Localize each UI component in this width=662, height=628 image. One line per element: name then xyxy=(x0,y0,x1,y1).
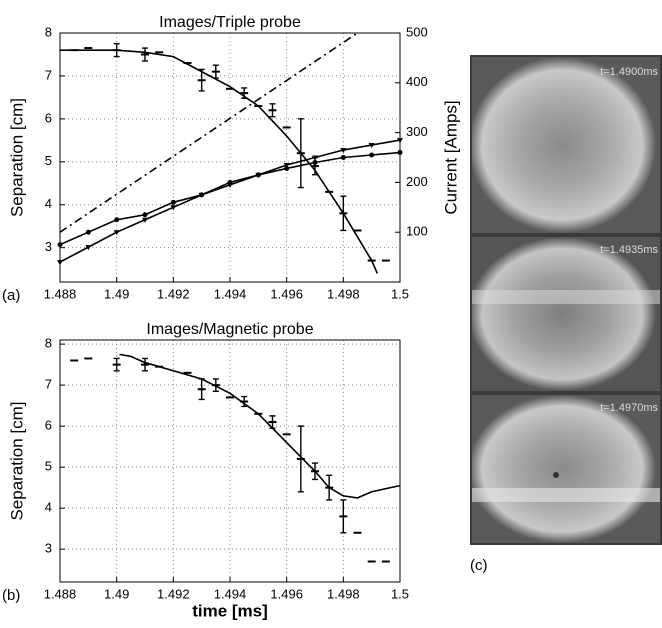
plot-frame xyxy=(59,339,401,583)
x-tick-label: 1.492 xyxy=(157,286,190,301)
y-tick-label: 4 xyxy=(45,196,52,211)
y-tick-label: 7 xyxy=(45,67,52,82)
panel-label: (c) xyxy=(470,557,488,574)
y-axis-label: Separation [cm] xyxy=(7,98,26,217)
chart-title: Images/Magnetic probe xyxy=(146,321,313,338)
data-point xyxy=(397,138,403,144)
y-tick-label: 3 xyxy=(45,239,52,254)
x-tick-label: 1.488 xyxy=(44,586,77,601)
y-tick-label: 4 xyxy=(45,500,52,515)
x-tick-label: 1.498 xyxy=(327,586,360,601)
image-label: t=1.4900ms xyxy=(600,66,658,78)
data-point xyxy=(255,172,262,178)
data-point xyxy=(227,182,233,188)
x-tick-label: 1.496 xyxy=(270,586,303,601)
y2-tick-label: 100 xyxy=(406,224,428,239)
x-axis-label: time [ms] xyxy=(192,601,268,620)
x-tick-label: 1.488 xyxy=(44,286,77,301)
image-band xyxy=(472,290,660,304)
error-bar xyxy=(269,103,276,118)
x-tick-label: 1.5 xyxy=(391,586,409,601)
y2-axis-label: Current [Amps] xyxy=(441,100,460,214)
x-tick-label: 1.49 xyxy=(104,586,129,601)
y-tick-label: 7 xyxy=(45,377,52,392)
image xyxy=(472,395,660,543)
image-label: t=1.4970ms xyxy=(600,402,658,414)
error-bar xyxy=(142,357,148,372)
data-point xyxy=(283,162,290,168)
data-point xyxy=(198,192,205,198)
y2-tick-label: 200 xyxy=(406,174,428,189)
y-tick-label: 8 xyxy=(45,24,52,39)
x-tick-label: 1.498 xyxy=(327,286,360,301)
y-tick-label: 5 xyxy=(45,459,52,474)
image-spot xyxy=(553,472,559,478)
x-tick-label: 1.496 xyxy=(270,286,303,301)
y2-tick-label: 300 xyxy=(406,124,428,139)
data-point xyxy=(284,165,290,171)
y2-tick-label: 500 xyxy=(406,24,428,39)
x-tick-label: 1.494 xyxy=(214,586,247,601)
data-point xyxy=(142,212,148,218)
data-point xyxy=(170,199,176,205)
error-bar xyxy=(113,357,120,372)
panel-label: (a) xyxy=(2,287,20,304)
image-label: t=1.4935ms xyxy=(600,244,658,256)
error-bar xyxy=(198,68,205,92)
error-bar xyxy=(241,395,248,408)
y2-tick-label: 400 xyxy=(406,74,428,89)
data-point xyxy=(312,155,318,161)
data-point xyxy=(85,229,91,235)
data-point xyxy=(57,260,63,266)
data-point xyxy=(340,155,346,160)
error-bar xyxy=(142,47,148,62)
error-bar xyxy=(297,425,304,493)
x-tick-label: 1.49 xyxy=(104,286,129,301)
y-tick-label: 6 xyxy=(45,110,52,125)
data-point xyxy=(368,143,375,149)
plot-frame xyxy=(59,32,401,283)
error-bar xyxy=(340,499,347,534)
data-point xyxy=(340,148,347,154)
panel-label: (b) xyxy=(2,587,20,604)
image xyxy=(472,237,660,391)
data-point xyxy=(312,159,318,165)
x-tick-label: 1.5 xyxy=(391,286,409,301)
series-line xyxy=(60,33,358,233)
series-line xyxy=(119,353,400,499)
y-tick-label: 5 xyxy=(45,153,52,168)
data-point xyxy=(113,230,120,236)
y-tick-label: 6 xyxy=(45,418,52,433)
chart-title: Images/Triple probe xyxy=(159,14,301,31)
image-band xyxy=(472,488,660,502)
data-point xyxy=(57,242,63,248)
data-point xyxy=(85,245,92,251)
series-line xyxy=(60,49,379,274)
x-tick-label: 1.492 xyxy=(157,586,190,601)
data-point xyxy=(142,217,148,223)
data-point xyxy=(170,205,177,211)
x-tick-label: 1.494 xyxy=(214,286,247,301)
image xyxy=(472,57,660,233)
data-point xyxy=(114,217,120,223)
y-tick-label: 8 xyxy=(45,336,52,351)
y-axis-label: Separation [cm] xyxy=(7,401,26,520)
y-tick-label: 3 xyxy=(45,541,52,556)
data-point xyxy=(369,152,375,158)
data-point xyxy=(397,150,403,156)
error-bar xyxy=(212,378,219,392)
image-panel: t=1.4900ms t=1.4935ms t=1.4970ms (c) xyxy=(470,55,662,574)
